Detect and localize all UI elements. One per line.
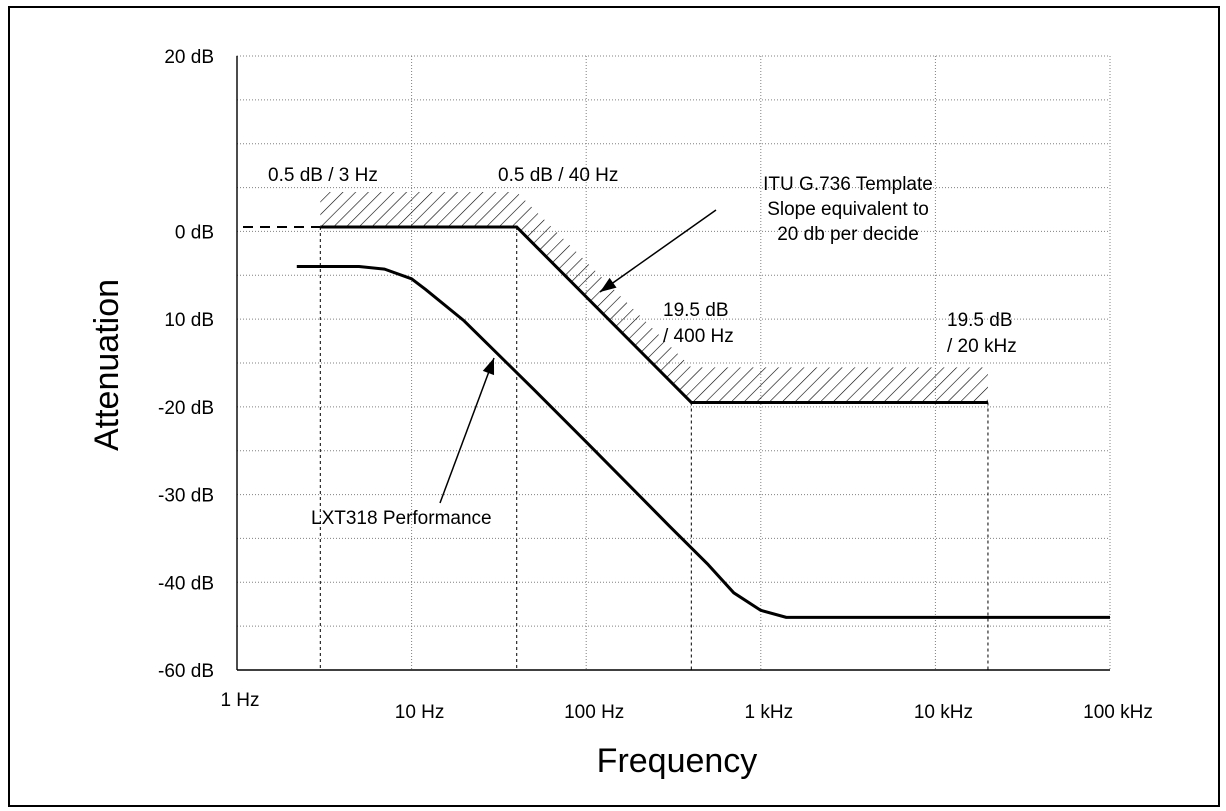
y-tick-label: -40 dB [158, 573, 214, 594]
annotation-label: 0.5 dB / 3 Hz [268, 165, 378, 186]
annotation-line: 20 db per decide [777, 224, 919, 245]
performance-arrow-head [482, 358, 495, 376]
annotation-line: / 20 kHz [947, 336, 1017, 357]
template-arrow-head [600, 277, 617, 292]
series [243, 225, 1110, 619]
x-axis-title: Frequency [597, 742, 758, 780]
annotation-line: LXT318 Performance [311, 508, 492, 529]
y-tick-label: -30 dB [158, 486, 214, 507]
annotation-line: 0.5 dB / 3 Hz [268, 165, 378, 186]
annotation-line: / 400 Hz [663, 326, 734, 347]
performance-arrow-shaft [439, 357, 495, 504]
annotation-line: 19.5 dB [663, 300, 729, 321]
axes [236, 55, 1111, 671]
annotation-line: ITU G.736 Template [763, 174, 933, 195]
template-hatch [320, 191, 988, 403]
x-tick-label: 100 kHz [1083, 702, 1153, 723]
annotation-line: Slope equivalent to [767, 199, 929, 220]
y-tick-label: 10 dB [164, 310, 214, 331]
x-tick-label: 10 Hz [395, 702, 445, 723]
grid [237, 56, 1110, 670]
template-arrow-shaft [599, 209, 717, 293]
annotation-label: 0.5 dB / 40 Hz [498, 165, 618, 186]
annotation-label: 19.5 dB / 20 kHz [947, 310, 1017, 357]
x-tick-label: 1 Hz [220, 690, 259, 711]
x-tick-label: 100 Hz [564, 702, 624, 723]
y-tick-label: -60 dB [158, 661, 214, 682]
y-tick-label: -20 dB [158, 398, 214, 419]
tick-labels: 1 Hz 10 Hz 100 Hz 1 kHz 10 kHz 100 kHz 20 dB 0 … [158, 47, 1153, 723]
annotations: 0.5 dB / 3 Hz 0.5 dB / 40 Hz ITU G.736 Tem… [268, 165, 1017, 529]
annotation-label: ITU G.736 Template Slope equivalent to 20 … [763, 174, 933, 245]
annotation-label: 19.5 dB / 400 Hz [663, 300, 734, 347]
annotation-line: 19.5 dB [947, 310, 1013, 331]
annotation-line: 0.5 dB / 40 Hz [498, 165, 618, 186]
template-line [320, 225, 988, 404]
template-hatch-band [320, 191, 988, 403]
x-tick-label: 10 kHz [914, 702, 973, 723]
y-tick-label: 0 dB [175, 222, 214, 243]
y-tick-label: 20 dB [164, 47, 214, 68]
y-axis-title: Attenuation [88, 279, 126, 451]
performance-line [296, 265, 1110, 619]
x-tick-label: 1 kHz [745, 702, 794, 723]
annotation-label: LXT318 Performance [311, 508, 492, 529]
